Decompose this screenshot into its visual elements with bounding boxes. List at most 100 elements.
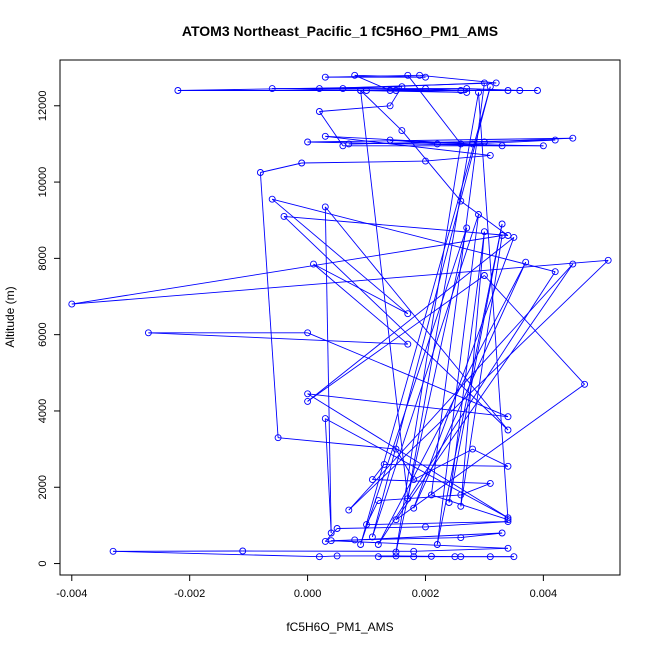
data-point: [569, 260, 577, 268]
series-segment: [401, 130, 462, 202]
data-point: [310, 260, 317, 268]
series-segment: [419, 74, 497, 84]
data-point: [333, 525, 341, 532]
data-point: [380, 460, 388, 468]
chart-title: ATOM3 Northeast_Pacific_1 fC5H6O_PM1_AMS: [182, 23, 498, 39]
data-point: [374, 541, 382, 548]
data-point: [368, 533, 376, 541]
series-segment: [354, 74, 426, 78]
series-segment: [436, 223, 503, 545]
data-point: [404, 71, 412, 79]
y-tick-label: 10000: [37, 167, 49, 198]
series-segment: [113, 550, 320, 558]
series-segment: [384, 463, 509, 467]
data-point: [510, 553, 518, 561]
data-point: [416, 71, 424, 79]
x-tick-label: -0.002: [174, 588, 205, 600]
x-axis: -0.004 -0.002 0.000 0.002 0.004: [56, 575, 557, 600]
data-point: [298, 159, 306, 167]
series-segment: [319, 111, 344, 147]
data-point: [422, 523, 429, 531]
series-segment: [460, 200, 509, 236]
data-point: [469, 445, 477, 453]
series-segment: [360, 227, 468, 545]
series-segment: [371, 86, 491, 538]
data-point: [498, 232, 506, 239]
data-point: [268, 195, 276, 203]
data-point: [457, 87, 465, 94]
x-axis-label: fC5H6O_PM1_AMS: [286, 620, 393, 634]
data-point: [321, 73, 329, 81]
data-point: [268, 85, 276, 93]
data-point: [357, 87, 365, 94]
data-point: [504, 87, 512, 94]
series-segment: [337, 526, 426, 529]
series-segment: [324, 206, 509, 431]
data-point: [457, 553, 465, 561]
data-point: [315, 108, 323, 115]
data-point: [475, 88, 482, 96]
data-point: [504, 516, 512, 524]
series-segment: [431, 494, 509, 521]
data-point: [392, 445, 400, 453]
data-point: [386, 102, 394, 110]
series-segment: [325, 418, 509, 519]
data-point: [463, 224, 471, 232]
data-point: [404, 495, 412, 503]
data-point: [486, 83, 494, 91]
series-segment: [272, 198, 556, 273]
data-point: [109, 547, 117, 555]
series-segment: [360, 90, 409, 499]
series-segment: [307, 393, 509, 418]
series-segment: [472, 448, 509, 467]
data-point: [475, 211, 482, 218]
series-segment: [460, 235, 503, 507]
series-segment: [319, 105, 391, 112]
data-point: [351, 536, 359, 544]
data-point: [410, 547, 418, 555]
data-point: [392, 548, 400, 556]
series-segment: [301, 160, 426, 164]
data-point: [457, 534, 465, 542]
series-points: [68, 71, 612, 561]
data-point: [486, 479, 494, 487]
data-point: [280, 212, 288, 220]
series-segment: [395, 448, 415, 480]
series-segment: [407, 75, 462, 145]
y-tick-label: 2000: [37, 475, 49, 499]
data-point: [404, 340, 412, 348]
data-point: [404, 310, 412, 318]
x-tick-label: 0.000: [294, 588, 322, 600]
data-point: [457, 197, 465, 205]
data-point: [522, 258, 530, 266]
data-point: [422, 157, 429, 165]
data-point: [368, 476, 376, 484]
data-point: [274, 434, 282, 442]
series-segment: [390, 139, 438, 145]
data-point: [321, 132, 329, 140]
data-point: [410, 504, 418, 512]
data-point: [144, 329, 152, 337]
data-point: [315, 553, 323, 561]
series-segment: [425, 154, 491, 162]
y-tick-label: 6000: [37, 322, 49, 346]
data-point: [410, 553, 418, 561]
data-point: [504, 413, 512, 421]
data-point: [463, 88, 471, 96]
data-point: [569, 134, 577, 142]
data-point: [604, 256, 612, 264]
x-tick-label: 0.004: [530, 588, 558, 600]
series-segment: [436, 214, 479, 545]
data-point: [256, 169, 264, 176]
series-segment: [307, 137, 573, 143]
y-tick-label: 12000: [37, 90, 49, 121]
series-segment: [366, 521, 509, 526]
data-point: [304, 390, 312, 398]
series-segment: [395, 263, 574, 520]
y-tick-label: 0: [37, 560, 49, 566]
data-point: [504, 514, 512, 522]
data-point: [422, 85, 429, 93]
data-point: [463, 85, 471, 93]
data-point: [239, 547, 247, 555]
data-point: [486, 553, 494, 561]
